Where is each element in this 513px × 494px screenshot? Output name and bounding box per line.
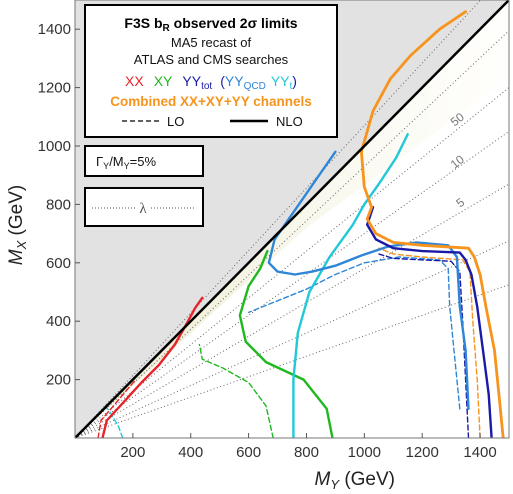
legend-title-main: F3S b (124, 15, 162, 31)
legend-paren-open: ( (220, 73, 225, 89)
y-tick-label-1000: 1000 (38, 138, 71, 155)
legend-yytot-sub: tot (201, 81, 212, 92)
legend-subtitle-2: ATLAS and CMS searches (134, 52, 289, 67)
x-tick-label-600: 600 (236, 444, 261, 461)
legend-title-sub: R (163, 23, 171, 34)
lambda-dotted-contours (75, 0, 509, 438)
y-tick-label-1200: 1200 (38, 80, 71, 97)
series-yy-tot-nlo (366, 206, 493, 438)
x-axis-label-main: M (315, 469, 331, 490)
main-legend-box (84, 4, 338, 138)
series-xx-nlo (101, 296, 204, 438)
x-axis-label-unit: (GeV) (339, 469, 395, 490)
width-sub-1: Y (103, 161, 109, 171)
nlo-limit-curves (101, 10, 505, 438)
x-tick-label-200: 200 (120, 444, 145, 461)
x-axis-ticks: 200 400 600 800 1000 1200 1400 (120, 433, 497, 461)
legend-yyt: YY (271, 73, 290, 89)
main-legend: F3S bR observed 2σ limits MA5 recast of … (84, 4, 338, 138)
x-axis-label: MY (GeV) (315, 469, 395, 492)
y-tick-label-600: 600 (46, 255, 71, 272)
lambda-dotted-line-5 (75, 240, 509, 438)
legend-xx: XX (125, 73, 144, 89)
x-tick-label-1200: 1200 (406, 444, 439, 461)
y-tick-label-1400: 1400 (38, 21, 71, 38)
series-combined-lo (378, 247, 481, 438)
width-legend-text: ΓY/MY=5% (96, 154, 156, 171)
legend-channels: XX XY YYtot (YYQCD YYt) (125, 73, 297, 92)
x-axis-label-sub: Y (330, 477, 340, 492)
width-end: =5% (130, 154, 157, 169)
plot-frame (74, 0, 510, 439)
width-mid: /M (109, 154, 123, 169)
width-legend-box (84, 145, 204, 177)
legend-yyt-sub: t (290, 81, 293, 92)
x-tick-label-1000: 1000 (348, 444, 381, 461)
legend-combined: Combined XX+XY+YY channels (110, 94, 312, 109)
width-legend: ΓY/MY=5% (84, 145, 204, 177)
legend-xy: XY (154, 73, 173, 89)
legend-yyqcd: YY (225, 73, 244, 89)
series-yy-t-nlo (292, 133, 409, 438)
width-sub-2: Y (124, 161, 130, 171)
lambda-dotted-line-1 (75, 30, 509, 438)
legend-subtitle-1: MA5 recast of (171, 35, 252, 50)
x-tick-label-1400: 1400 (463, 444, 496, 461)
series-combined-nlo (360, 10, 505, 438)
lambda-legend-box (84, 187, 204, 227)
y-axis-label-sub: X (14, 239, 29, 250)
y-axis-label-unit: (GeV) (6, 185, 27, 241)
y-tick-label-400: 400 (46, 313, 71, 330)
series-yy-qcd-lo (247, 256, 461, 410)
series-xy-lo (198, 343, 274, 438)
legend-yytot: YY (182, 73, 201, 89)
y-tick-label-800: 800 (46, 196, 71, 213)
diagonal-mx-equals-my (75, 0, 509, 438)
width-gamma: Γ (96, 154, 103, 169)
series-xy-nlo (238, 249, 334, 438)
lo-limit-curves (97, 247, 481, 438)
legend-title-rest: observed 2σ limits (170, 15, 298, 31)
x-tick-label-400: 400 (178, 444, 203, 461)
legend-paren-close: ) (292, 73, 297, 89)
y-axis-label: MX (GeV) (6, 185, 29, 265)
series-xx-lo (97, 378, 137, 438)
y-tick-label-200: 200 (46, 372, 71, 389)
legend-yyqcd-sub: QCD (244, 81, 266, 92)
lambda-label: λ (139, 201, 147, 217)
y-axis-label-main: M (6, 249, 27, 265)
legend-lo-label: LO (167, 114, 184, 129)
legend-nlo-label: NLO (276, 114, 303, 129)
lambda-legend: λ (84, 187, 204, 227)
y-axis-ticks: 200 400 600 800 1000 1200 1400 (38, 21, 80, 389)
x-tick-label-800: 800 (294, 444, 319, 461)
series-yy-tot-lo (378, 253, 470, 438)
lambda-dotted-line-0 (75, 0, 482, 438)
legend-title: F3S bR observed 2σ limits (124, 15, 297, 34)
